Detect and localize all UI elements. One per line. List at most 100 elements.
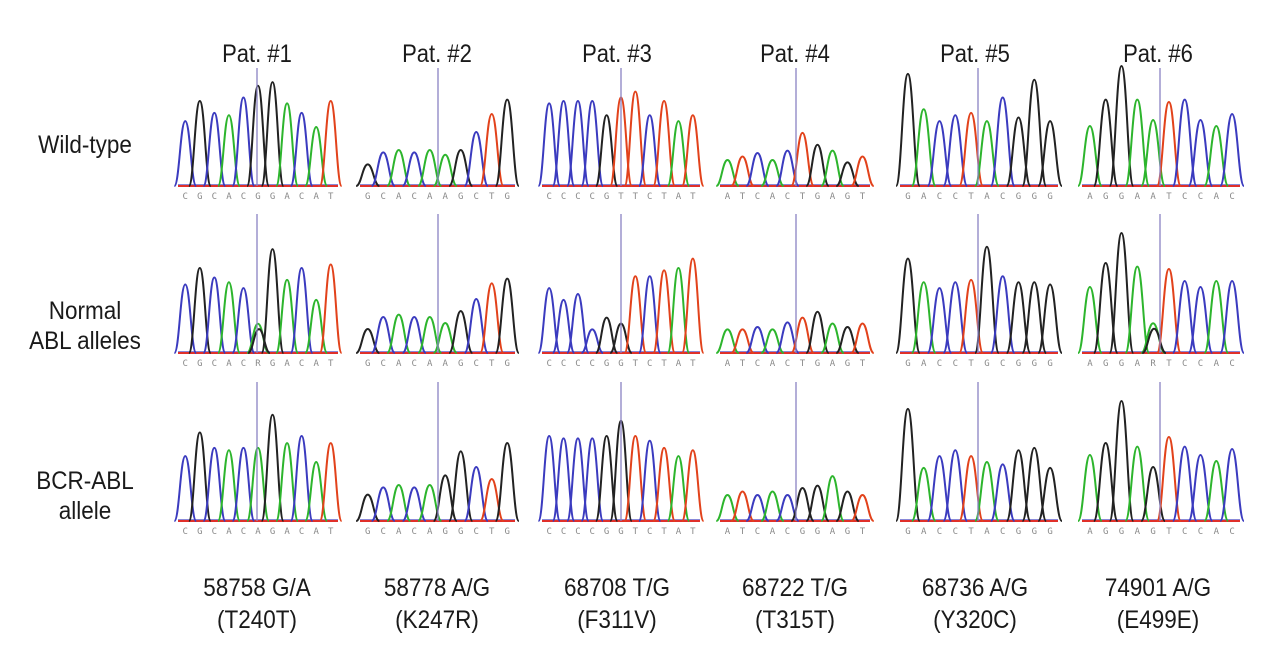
trace-peak-T <box>850 494 875 522</box>
base-call-letter: A <box>313 192 319 202</box>
trace-peak-C <box>370 151 396 187</box>
base-call-letter: T <box>489 359 495 369</box>
base-call-letter: C <box>561 192 566 202</box>
base-call-letter: T <box>1166 192 1172 202</box>
base-call-letter: T <box>800 192 806 202</box>
mutation-position: 58758 G/A <box>203 574 311 602</box>
base-call-letter: A <box>1214 359 1220 369</box>
base-call-letter: C <box>1182 527 1187 537</box>
base-call-letter: C <box>183 192 188 202</box>
base-call-letter: C <box>937 192 942 202</box>
trace-peak-G <box>247 328 271 354</box>
base-call-letter: G <box>197 359 202 369</box>
base-call-letter: C <box>755 192 760 202</box>
base-call-letter: A <box>226 527 232 537</box>
trace-peak-T <box>681 449 705 522</box>
base-call-letter: G <box>800 527 805 537</box>
base-call-letter: C <box>212 192 217 202</box>
row-label-line: allele <box>58 497 112 525</box>
base-call-letter: T <box>860 359 866 369</box>
base-call-letter: C <box>1229 527 1234 537</box>
base-call-letter: G <box>1119 359 1124 369</box>
trace-peak-C <box>926 120 953 187</box>
base-call-letter: T <box>968 359 974 369</box>
base-call-letter: C <box>953 192 958 202</box>
base-call-letter: C <box>937 359 942 369</box>
trace-peak-G <box>1037 120 1063 187</box>
trace-peak-G <box>1037 466 1063 522</box>
base-call-letter: C <box>1229 192 1234 202</box>
mutation-label-patient-4: 68722 T/G (T315T) <box>714 572 876 636</box>
base-call-letter: G <box>458 527 463 537</box>
base-call-letter: C <box>1000 192 1005 202</box>
trace-peak-G <box>494 277 520 354</box>
base-call-letter: T <box>690 359 696 369</box>
mutation-position: 68722 T/G <box>742 574 848 602</box>
base-call-letter: G <box>815 192 820 202</box>
trace-peak-T <box>790 316 815 354</box>
base-call-letter: A <box>1135 192 1141 202</box>
base-call-letter: C <box>1182 359 1187 369</box>
trace-peak-T <box>850 322 875 354</box>
amino-acid-change: (F311V) <box>577 606 657 634</box>
base-call-letter: C <box>647 527 652 537</box>
base-call-letter: A <box>676 359 682 369</box>
base-call-letter: C <box>1229 359 1234 369</box>
base-call-letter: G <box>1016 192 1021 202</box>
base-call-letter: A <box>226 359 232 369</box>
base-call-letter: A <box>921 527 927 537</box>
base-call-letter: C <box>412 527 417 537</box>
trace-peak-C <box>942 114 969 187</box>
base-call-letter: A <box>770 527 776 537</box>
base-call-letter: C <box>647 359 652 369</box>
trace-peak-A <box>666 455 691 522</box>
base-call-letter: A <box>1087 527 1093 537</box>
patient-2-label: Pat. #2 <box>402 40 472 68</box>
base-call-letter: G <box>1103 359 1108 369</box>
base-call-letter: A <box>676 527 682 537</box>
base-call-letter: G <box>815 527 820 537</box>
base-call-letter: T <box>690 192 696 202</box>
base-call-letter: C <box>590 359 595 369</box>
base-call-letter: T <box>740 527 746 537</box>
base-call-letter: R <box>255 359 261 369</box>
base-call-letter: A <box>255 527 261 537</box>
base-call-letter: C <box>953 359 958 369</box>
trace-peak-G <box>1108 399 1135 522</box>
base-call-letter: T <box>860 527 866 537</box>
base-call-letter: C <box>241 192 246 202</box>
mutation-label-patient-5: 68736 A/G (Y320C) <box>894 572 1056 636</box>
trace-peak-C <box>1219 447 1245 522</box>
trace-peak-G <box>494 98 520 187</box>
base-call-letter: G <box>845 359 850 369</box>
base-call-letter: T <box>740 359 746 369</box>
base-call-letter: C <box>546 192 551 202</box>
trace-peak-A <box>217 449 241 522</box>
trace-peak-C <box>1219 112 1245 187</box>
base-call-letter: G <box>984 359 989 369</box>
mutation-position: 68736 A/G <box>921 574 1029 602</box>
trace-peak-T <box>479 282 505 354</box>
trace-peak-T <box>730 155 755 187</box>
mutation-label-patient-1: 58758 G/A (T240T) <box>176 572 338 636</box>
base-call-letter: A <box>396 192 402 202</box>
trace-peak-A <box>1124 265 1151 354</box>
base-call-letter: A <box>1087 192 1093 202</box>
base-call-letter: G <box>1016 527 1021 537</box>
trace-peak-A <box>1203 279 1230 354</box>
base-call-letter: T <box>633 359 639 369</box>
trace-peak-G <box>1005 449 1032 522</box>
patient-5-label: Pat. #5 <box>940 40 1010 68</box>
trace-peak-C <box>1219 279 1245 354</box>
base-call-letter: G <box>618 527 623 537</box>
trace-peak-T <box>318 442 343 522</box>
base-call-letter: A <box>676 192 682 202</box>
base-call-letter: C <box>647 192 652 202</box>
base-call-letter: T <box>1166 359 1172 369</box>
